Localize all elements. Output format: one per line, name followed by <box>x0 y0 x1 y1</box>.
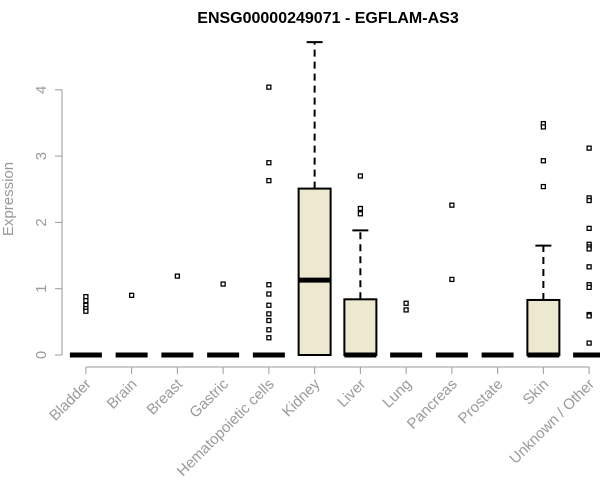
outlier-point <box>266 317 272 324</box>
box-rect <box>297 187 332 356</box>
box-gastric <box>207 281 240 358</box>
x-tick-label: Breast <box>144 375 187 418</box>
x-tick-label: Kidney <box>279 375 324 420</box>
box-unknown-other <box>573 145 600 358</box>
x-tick-label: Skin <box>520 376 553 409</box>
outlier-point <box>266 177 272 184</box>
outlier-point <box>540 183 547 190</box>
outlier-point <box>540 158 547 164</box>
outlier-point <box>449 276 455 283</box>
outlier-point <box>586 284 592 291</box>
y-axis-label: Expression <box>0 162 17 236</box>
outlier-point <box>449 202 455 208</box>
x-tick-label: Gastric <box>186 375 232 421</box>
outlier-point <box>586 145 592 151</box>
x-tick-label: Lung <box>379 376 415 412</box>
box-rect <box>343 298 378 357</box>
y-axis: 0 1 2 3 4 <box>33 86 63 359</box>
chart-title: ENSG00000249071 - EGFLAM-AS3 <box>197 10 459 27</box>
outlier-point <box>540 124 547 130</box>
box-skin <box>526 120 561 358</box>
outlier-point <box>266 311 272 317</box>
outlier-point <box>403 307 409 313</box>
outlier-point <box>266 335 272 341</box>
outlier-point <box>357 173 364 179</box>
outlier-point <box>83 297 89 304</box>
outlier-point <box>266 327 272 333</box>
outlier-point <box>266 291 272 297</box>
box-rect <box>526 298 561 357</box>
box-liver <box>343 173 378 358</box>
outlier-point <box>128 292 135 298</box>
x-tick-label: Pancreas <box>404 376 461 433</box>
outlier-point <box>266 160 272 166</box>
y-tick-label-1: 1 <box>33 285 50 293</box>
y-tick-label-4: 4 <box>33 86 50 94</box>
x-tick-label: Prostate <box>455 376 507 428</box>
outlier-point <box>586 197 592 204</box>
x-tick-label: Bladder <box>46 376 95 425</box>
boxes-group <box>69 41 600 358</box>
outlier-point <box>403 300 409 306</box>
outlier-point <box>83 308 89 314</box>
outlier-point <box>266 282 272 288</box>
outlier-point <box>357 211 364 217</box>
x-tick-label: Liver <box>334 376 369 411</box>
box-lung <box>390 300 423 358</box>
outlier-point <box>586 313 592 319</box>
outlier-point <box>586 246 592 252</box>
box-pancreas <box>435 202 468 358</box>
y-tick-label-0: 0 <box>33 351 50 359</box>
y-tick-label-2: 2 <box>33 218 50 226</box>
outlier-point <box>266 302 272 308</box>
y-tick-label-3: 3 <box>33 152 50 160</box>
x-tick-label: Brain <box>104 376 141 413</box>
box-hematopoietic-cells <box>252 84 285 358</box>
box-brain <box>115 292 148 358</box>
outlier-point <box>174 273 181 279</box>
outlier-point <box>357 205 364 212</box>
outlier-point <box>266 84 272 90</box>
outlier-point <box>586 225 592 232</box>
outlier-point <box>586 340 592 346</box>
box-bladder <box>69 294 102 358</box>
box-kidney <box>297 41 332 356</box>
x-tick-label: Unknown / Other <box>506 376 598 468</box>
outlier-point <box>220 281 226 287</box>
outlier-point <box>586 264 592 270</box>
box-breast <box>161 273 194 358</box>
